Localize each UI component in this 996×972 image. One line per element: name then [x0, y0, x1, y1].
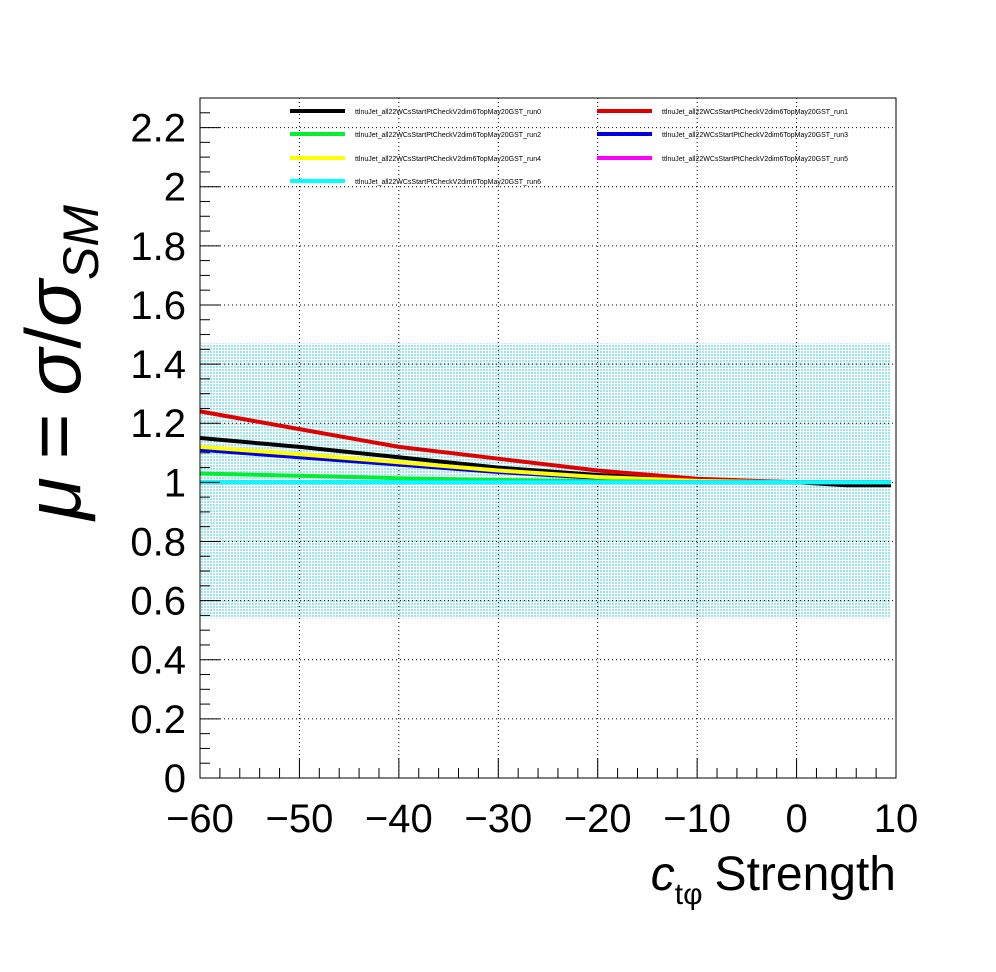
series-layer [199, 409, 891, 488]
x-tick-label: −10 [663, 797, 731, 841]
y-tick-label: 1 [164, 461, 186, 505]
y-tick-label: 0 [164, 757, 186, 801]
ticks-layer [199, 97, 897, 779]
x-tick-label: −40 [365, 797, 433, 841]
x-tick-label: −60 [166, 797, 234, 841]
x-axis-title: ctφ Strength [651, 848, 896, 911]
y-tick-labels: 0 0.2 0.4 0.6 0.8 1 1.2 1.4 1.6 1.8 2 2.2 [130, 107, 186, 801]
x-tick-label: 0 [785, 797, 807, 841]
y-tick-label: 1.4 [130, 343, 186, 387]
x-axis-title-subscript: tφ [675, 878, 703, 911]
y-axis-title-slash: / [9, 327, 97, 349]
y-tick-label: 1.6 [130, 284, 186, 328]
x-tick-label: −20 [564, 797, 632, 841]
y-axis-title-sm-subscript: SM [53, 205, 109, 280]
y-tick-label: 0.6 [130, 580, 186, 624]
x-axis-title-symbol: c [651, 848, 675, 901]
x-tick-label: −50 [265, 797, 333, 841]
x-tick-label: −30 [464, 797, 532, 841]
legend-label-run4: ttlnuJet_all22WCsStartPtCheckV2dim6TopMa… [355, 156, 541, 163]
y-axis-title-equals: = [9, 414, 97, 460]
legend-label-run0: ttlnuJet_all22WCsStartPtCheckV2dim6TopMa… [355, 109, 541, 116]
y-tick-label: 1.8 [130, 225, 186, 269]
y-axis-title-mu: μ [9, 477, 97, 522]
x-axis-title-text: Strength [715, 848, 896, 901]
grid-layer [200, 98, 896, 778]
x-tick-label: 10 [874, 797, 919, 841]
y-axis-title-sigma: σ [9, 346, 97, 396]
y-tick-label: 2 [164, 166, 186, 210]
y-tick-label: 1.2 [130, 402, 186, 446]
legend-label-run3: ttlnuJet_all22WCsStartPtCheckV2dim6TopMa… [662, 132, 848, 139]
legend-label-run1: ttlnuJet_all22WCsStartPtCheckV2dim6TopMa… [662, 109, 848, 116]
y-tick-label: 0.8 [130, 520, 186, 564]
legend: ttlnuJet_all22WCsStartPtCheckV2dim6TopMa… [290, 109, 848, 186]
x-tick-labels: −60 −50 −40 −30 −20 −10 0 10 [166, 797, 918, 841]
legend-label-run5: ttlnuJet_all22WCsStartPtCheckV2dim6TopMa… [662, 156, 848, 163]
y-tick-label: 0.4 [130, 639, 186, 683]
y-axis-title-sigma-sm: σ [9, 277, 97, 327]
legend-label-run2: ttlnuJet_all22WCsStartPtCheckV2dim6TopMa… [355, 132, 541, 139]
y-tick-label: 0.2 [130, 698, 186, 742]
y-tick-label: 2.2 [130, 107, 186, 151]
y-axis-title: μ=σ/σSM [9, 205, 109, 522]
legend-label-run6: ttlnuJet_all22WCsStartPtCheckV2dim6TopMa… [355, 179, 541, 186]
